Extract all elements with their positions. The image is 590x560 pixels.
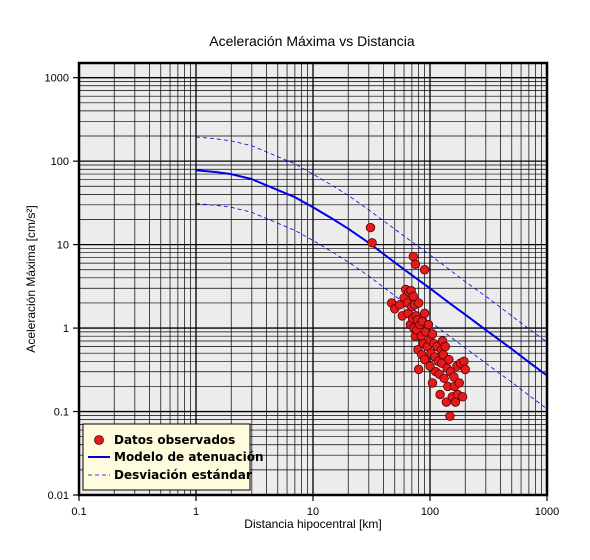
legend-box [82,423,251,491]
data-point-observed [413,298,424,308]
series-line-stddev-upper [195,136,548,343]
legend-label-observed: Datos observados [114,433,235,447]
data-point-observed [367,238,377,248]
chart-title: Aceleración Máxima vs Distancia [209,33,415,49]
legend-marker-observed [94,435,104,445]
x-tick-label: 0.1 [71,506,86,518]
data-point-observed [413,364,424,375]
data-point-observed [419,354,430,365]
data-point-observed [419,308,430,319]
data-point-observed [459,356,469,366]
x-tick-label: 1000 [535,506,559,518]
data-point-observed [441,397,452,407]
data-point-observed [454,378,464,388]
y-tick-label: 100 [51,156,69,168]
data-point-observed [460,364,470,375]
x-tick-label: 100 [421,506,439,518]
data-point-observed [440,341,450,352]
data-point-observed [427,378,438,388]
data-point-observed [425,361,435,371]
y-axis-label: Aceleración Máxima [cm/s²] [24,205,38,352]
y-tick-label: 1 [63,323,69,335]
plot-frame [77,61,549,497]
data-point-observed [410,259,421,270]
x-axis-label: Distancia hipocentral [km] [244,517,381,531]
legend: Datos observados Modelo de atenuación De… [82,423,264,491]
data-point-observed [444,354,454,365]
data-point-observed [408,251,419,262]
series-line-stddev-lower [195,203,548,410]
y-tick-label: 0.1 [54,407,69,419]
legend-label-stddev: Desviación estándar [114,468,252,482]
data-point-observed [365,222,376,233]
x-tick-label: 1 [193,506,199,518]
y-tick-label: 10 [57,240,69,252]
legend-label-model: Modelo de atenuación [114,450,264,464]
x-tick-label: 10 [307,506,319,518]
y-axis-ticks: 0.01 0.1 1 10 100 1000 [45,73,79,502]
data-point-observed [423,319,434,330]
data-point-observed [439,373,449,384]
grid-lines [79,63,547,495]
x-axis-ticks: 0.1 1 10 100 1000 [71,495,559,518]
data-point-observed [435,389,445,400]
data-point-observed [457,392,468,402]
data-point-observed [419,265,430,275]
y-tick-label: 1000 [45,73,69,85]
series-points [365,222,470,421]
y-tick-label: 0.01 [48,490,69,502]
data-point-observed [449,372,459,382]
data-point-observed [427,329,438,339]
data-point-observed [445,411,455,421]
